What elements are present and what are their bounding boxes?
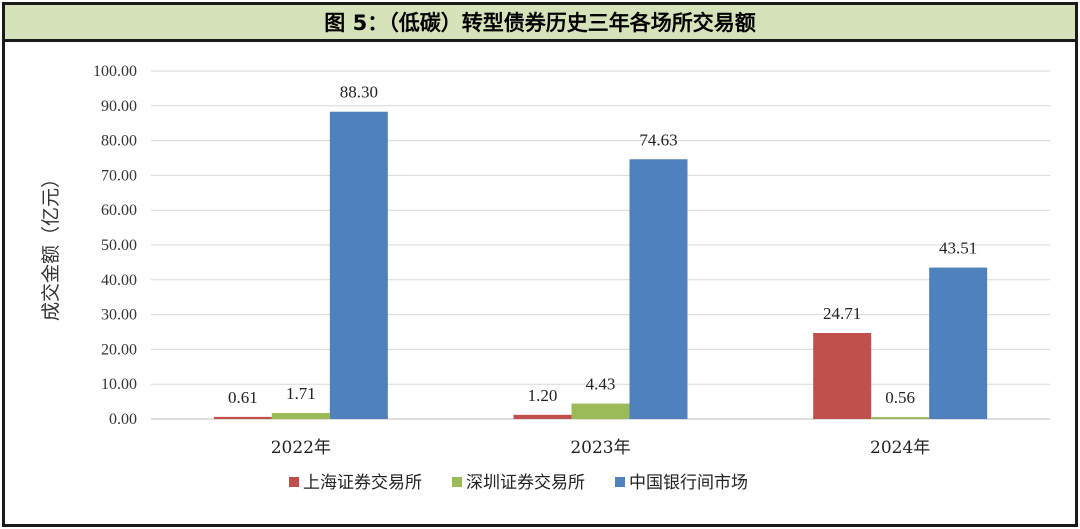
data-label: 1.71: [286, 384, 316, 403]
data-label: 4.43: [586, 375, 616, 394]
bar: [513, 414, 572, 419]
y-tick-label: 60.00: [101, 202, 137, 219]
bar: [813, 333, 872, 419]
data-label: 0.56: [885, 388, 915, 407]
y-tick-label: 90.00: [101, 98, 137, 115]
bar: [271, 413, 330, 419]
data-label: 24.71: [823, 304, 861, 323]
y-tick-label: 100.00: [93, 63, 137, 80]
bar-chart: 0.00 10.00 20.00 30.00 40.00 50.00 60.00 70.00 8…: [40, 63, 1050, 493]
y-tick-label: 20.00: [101, 341, 137, 358]
x-tick-label: 2023年: [570, 438, 630, 458]
legend-label: 中国银行间市场: [629, 473, 748, 493]
legend-label: 上海证券交易所: [303, 473, 422, 493]
y-tick-label: 10.00: [101, 376, 137, 393]
bar: [871, 417, 930, 419]
data-label: 0.61: [228, 388, 258, 407]
data-label: 88.30: [340, 83, 378, 102]
y-axis-label: 成交金额（亿元）: [40, 169, 62, 321]
y-tick-label: 30.00: [101, 307, 137, 324]
y-tick-label: 50.00: [101, 237, 137, 254]
bar: [929, 267, 988, 419]
y-tick-label: 80.00: [101, 133, 137, 150]
y-tick-label: 0.00: [109, 411, 137, 428]
bar: [213, 416, 272, 419]
legend-swatch: [615, 477, 625, 487]
legend-swatch: [452, 477, 462, 487]
x-tick-label: 2024年: [870, 438, 930, 458]
bar: [629, 159, 688, 419]
bar: [329, 111, 388, 419]
bar: [571, 403, 630, 419]
chart-title: 图 5：（低碳）转型债券历史三年各场所交易额: [324, 11, 756, 35]
x-tick-label: 2022年: [271, 438, 331, 458]
data-label: 74.63: [639, 130, 677, 149]
title-bar: 图 5：（低碳）转型债券历史三年各场所交易额: [5, 5, 1075, 42]
legend-swatch: [289, 477, 299, 487]
y-tick-label: 70.00: [101, 167, 137, 184]
y-tick-label: 40.00: [101, 272, 137, 289]
data-label: 1.20: [528, 386, 558, 405]
data-label: 43.51: [939, 239, 977, 258]
legend-label: 深圳证券交易所: [466, 473, 585, 493]
